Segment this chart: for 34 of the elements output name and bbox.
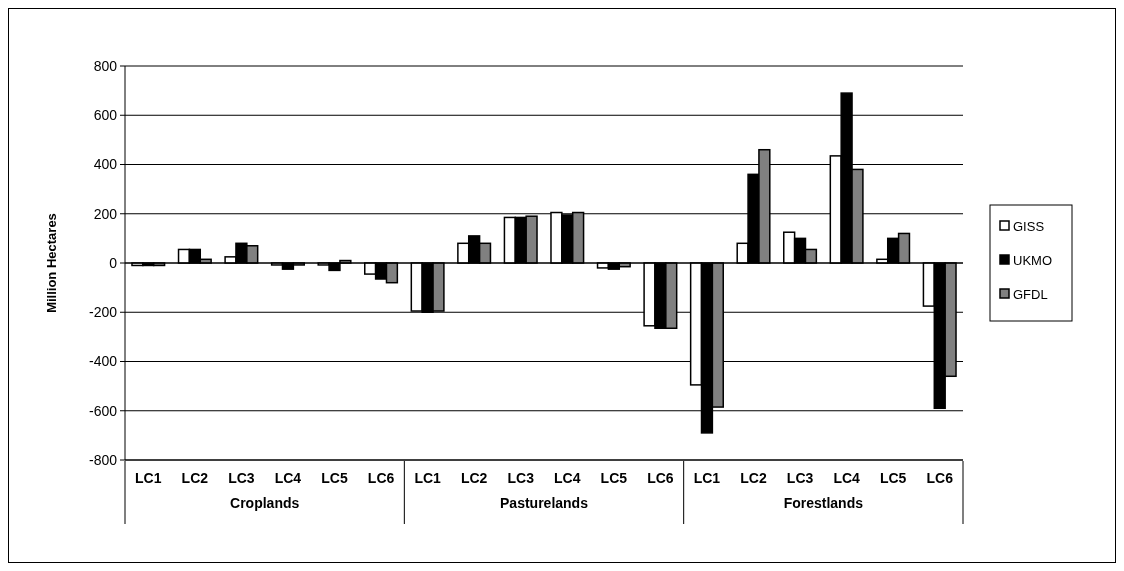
- x-tick-label: LC4: [833, 470, 861, 486]
- x-tick-label: LC1: [414, 470, 442, 486]
- legend-label: UKMO: [1013, 252, 1052, 268]
- x-tick-label: LC6: [367, 470, 395, 486]
- x-tick-label: LC5: [321, 470, 348, 486]
- y-tick-label: -600: [88, 402, 118, 419]
- y-tick-label: -200: [88, 304, 118, 321]
- x-tick-label: LC2: [460, 470, 488, 486]
- x-tick-label: LC1: [135, 470, 162, 486]
- x-tick-label: LC6: [926, 470, 954, 486]
- text: Croplands: [230, 495, 300, 511]
- y-axis-title: Million Hectares: [44, 213, 59, 313]
- x-tick-label: LC2: [740, 470, 767, 486]
- x-tick-label: LC3: [786, 470, 814, 486]
- y-tick-label: 800: [93, 57, 118, 74]
- x-tick-label: LC2: [181, 470, 209, 486]
- x-tick-label: LC4: [274, 470, 302, 486]
- x-tick-label: LC3: [228, 470, 255, 486]
- y-tick-label: 400: [93, 156, 118, 173]
- y-tick-label: 200: [93, 205, 118, 222]
- x-tick-label: LC1: [693, 470, 721, 486]
- legend-label: GFDL: [1013, 286, 1048, 302]
- x-tick-label: LC3: [507, 470, 535, 486]
- text: Forestlands: [783, 495, 864, 511]
- x-tick-label: LC6: [647, 470, 674, 486]
- y-tick-label: -400: [88, 353, 118, 370]
- x-tick-label: LC5: [879, 470, 907, 486]
- y-tick-label: -800: [88, 451, 118, 468]
- x-tick-label: LC4: [554, 470, 581, 486]
- x-tick-label: LC5: [600, 470, 628, 486]
- y-tick-label: 600: [93, 107, 118, 124]
- text: Pasturelands: [500, 495, 589, 511]
- legend-label: GISS: [1013, 218, 1045, 234]
- y-tick-label: 0: [109, 254, 118, 271]
